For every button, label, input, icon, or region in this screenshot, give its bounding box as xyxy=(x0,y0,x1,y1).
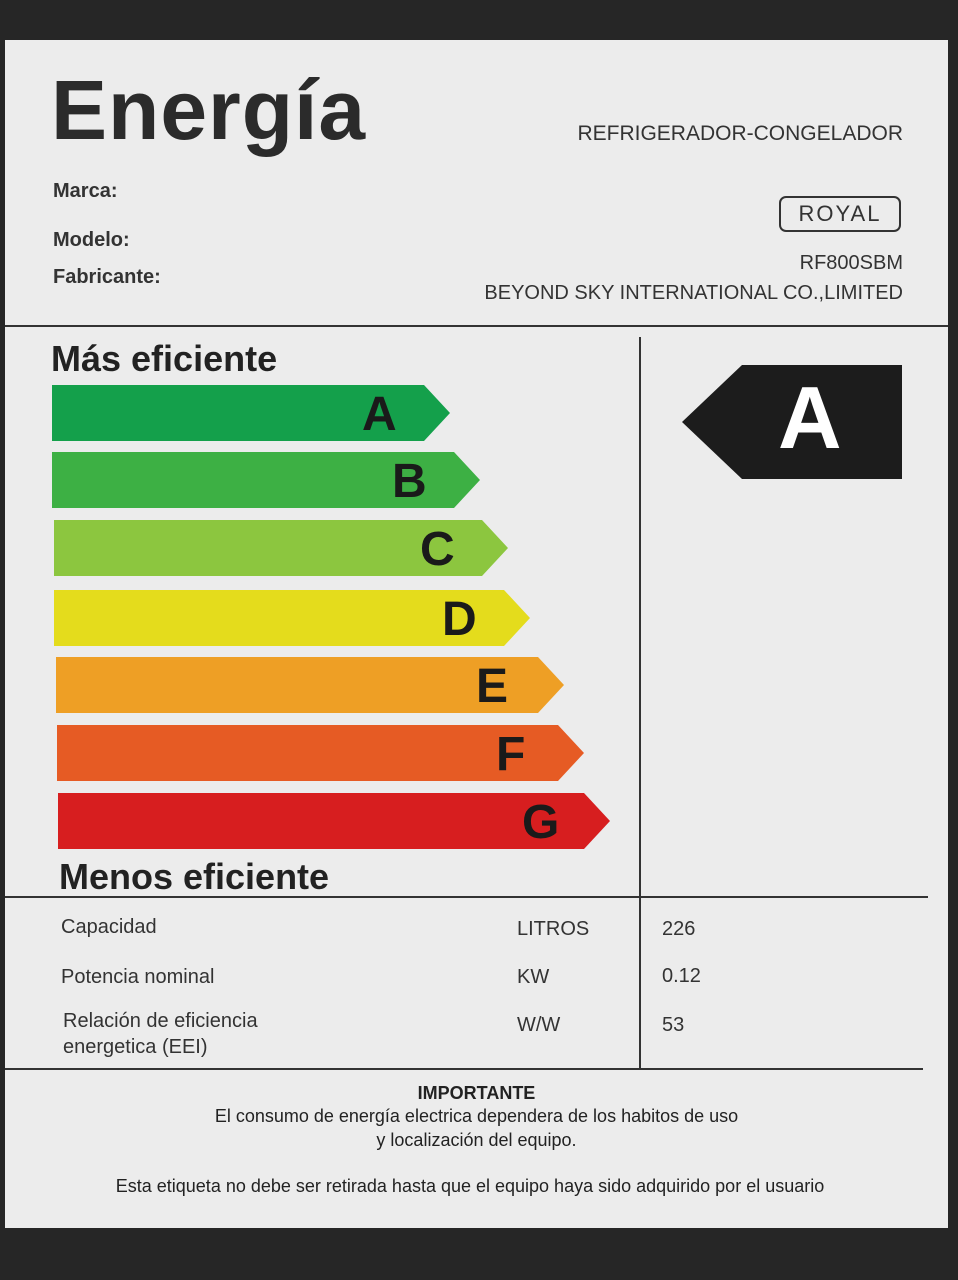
manufacturer-label: Fabricante: xyxy=(53,266,161,288)
spec-value: 53 xyxy=(662,1014,685,1036)
appliance-category: REFRIGERADOR-CONGELADOR xyxy=(577,122,903,145)
notice-footer: Esta etiqueta no debe ser retirada hasta… xyxy=(115,1176,825,1196)
divider xyxy=(5,325,948,327)
divider xyxy=(5,1068,923,1070)
spec-value: 0.12 xyxy=(662,965,701,987)
manufacturer-value: BEYOND SKY INTERNATIONAL CO.,LIMITED xyxy=(484,282,903,304)
spec-name: Capacidad xyxy=(61,916,157,938)
divider xyxy=(639,337,641,1070)
spec-unit: LITROS xyxy=(517,918,590,940)
notice-heading: IMPORTANTE xyxy=(417,1083,536,1103)
spec-unit: KW xyxy=(517,966,550,988)
energy-label: Energía REFRIGERADOR-CONGELADOR Marca: M… xyxy=(5,40,948,1228)
efficiency-bar-f: F xyxy=(57,725,584,781)
divider xyxy=(5,896,928,898)
efficiency-bar-e: E xyxy=(56,657,564,713)
efficiency-bar-b: B xyxy=(52,452,480,508)
notice-line-1: El consumo de energía electrica depender… xyxy=(214,1106,739,1126)
brand-label: Marca: xyxy=(53,180,118,202)
notice-line-2: y localización del equipo. xyxy=(376,1130,577,1150)
efficiency-class-letter: A xyxy=(362,388,397,441)
efficiency-bar-g: G xyxy=(58,793,610,849)
efficiency-bar-c: C xyxy=(54,520,508,576)
brand-logo: ROYAL xyxy=(779,196,901,232)
efficiency-bar-a: A xyxy=(52,385,450,441)
efficiency-class-letter: F xyxy=(496,728,526,781)
efficiency-class-letter: B xyxy=(392,455,427,508)
model-label: Modelo: xyxy=(53,229,130,251)
most-efficient-label: Más eficiente xyxy=(51,338,278,379)
spec-unit: W/W xyxy=(517,1014,561,1036)
label-title: Energía xyxy=(51,63,367,157)
least-efficient-label: Menos eficiente xyxy=(59,856,330,897)
model-value: RF800SBM xyxy=(799,252,903,274)
spec-name: Relación de eficiencia energetica (EEI) xyxy=(63,1010,258,1058)
efficiency-class-letter: C xyxy=(420,523,455,576)
efficiency-bar-d: D xyxy=(54,590,530,646)
spec-value: 226 xyxy=(662,918,696,940)
rating-arrow: A xyxy=(682,365,902,479)
efficiency-class-letter: D xyxy=(442,593,477,646)
spec-name: Potencia nominal xyxy=(61,966,215,988)
efficiency-class-letter: E xyxy=(476,660,509,713)
rating-letter: A xyxy=(778,368,842,467)
efficiency-class-letter: G xyxy=(522,796,560,849)
